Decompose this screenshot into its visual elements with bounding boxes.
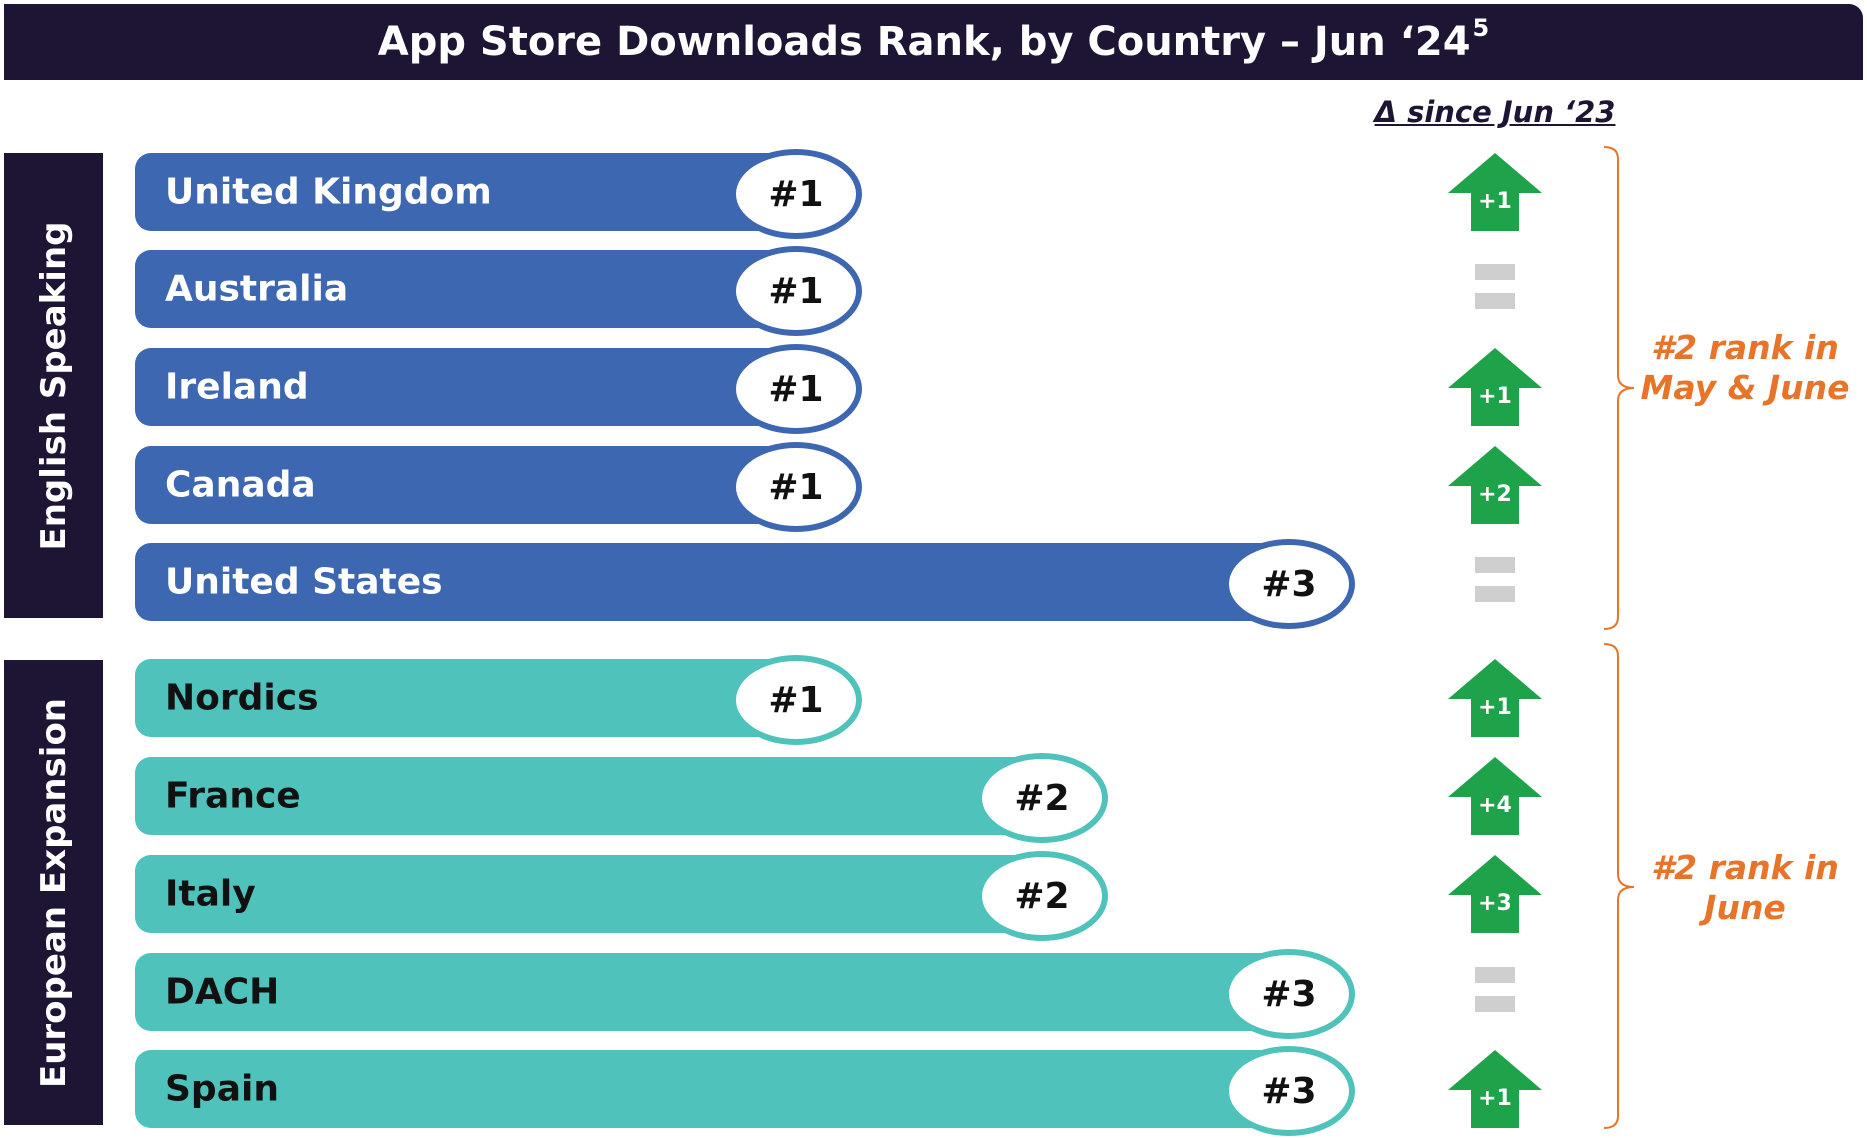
rank-change-label: +1 [1478, 384, 1512, 409]
rank-change-up: +2 [1445, 446, 1545, 526]
annotation-english-speaking: #2 rank in May & June [1640, 328, 1850, 407]
bar-united-kingdom: United Kingdom #1 [135, 149, 862, 239]
brace-european-expansion [1603, 643, 1635, 1129]
rank-change-up: +1 [1445, 153, 1545, 233]
rank-badge: #1 [730, 655, 862, 745]
rank-badge: #3 [1223, 1046, 1355, 1136]
rank-badge: #1 [730, 344, 862, 434]
country-label: Canada [165, 464, 316, 506]
country-label: DACH [165, 971, 280, 1013]
arrow-up-icon [1448, 1050, 1542, 1128]
rank-change-label: +4 [1478, 793, 1512, 818]
country-label: Spain [165, 1068, 279, 1110]
rank-badge: #3 [1223, 949, 1355, 1039]
bar-dach: DACH #3 [135, 949, 1355, 1039]
equals-icon [1475, 586, 1515, 602]
title-footnote-marker: 5 [1472, 14, 1490, 42]
bar-france: France #2 [135, 753, 1108, 843]
country-label: Australia [165, 268, 349, 310]
bar-united-states: United States #3 [135, 539, 1355, 629]
country-label: Italy [165, 873, 256, 915]
country-label: Ireland [165, 366, 309, 408]
rank-change-up: +1 [1445, 659, 1545, 739]
rank-change-none [1445, 250, 1545, 330]
equals-icon [1475, 996, 1515, 1012]
group-label-text: English Speaking [33, 221, 74, 550]
rank-badge: #2 [976, 753, 1108, 843]
country-label: United Kingdom [165, 171, 492, 213]
rank-change-label: +1 [1478, 695, 1512, 720]
country-label: France [165, 775, 301, 817]
bar-canada: Canada #1 [135, 442, 862, 532]
arrow-up-icon [1448, 153, 1542, 231]
delta-column-header: Δ since Jun ‘23 [1374, 95, 1616, 129]
rank-change-up: +1 [1445, 348, 1545, 428]
equals-icon [1475, 293, 1515, 309]
bar-nordics: Nordics #1 [135, 655, 862, 745]
rank-badge: #3 [1223, 539, 1355, 629]
rank-change-none [1445, 543, 1545, 623]
group-label-english-speaking: English Speaking [4, 153, 103, 618]
bar-ireland: Ireland #1 [135, 344, 862, 434]
arrow-up-icon [1448, 659, 1542, 737]
rank-change-label: +2 [1478, 482, 1512, 507]
rank-change-label: +1 [1478, 189, 1512, 214]
rank-change-up: +4 [1445, 757, 1545, 837]
bar-spain: Spain #3 [135, 1046, 1355, 1136]
group-label-text: European Expansion [33, 697, 74, 1088]
rank-badge: #1 [730, 149, 862, 239]
bar-italy: Italy #2 [135, 851, 1108, 941]
country-label: United States [165, 561, 443, 603]
group-label-european-expansion: European Expansion [4, 660, 103, 1125]
rank-badge: #2 [976, 851, 1108, 941]
brace-english-speaking [1603, 146, 1635, 630]
bar-australia: Australia #1 [135, 246, 862, 336]
rank-change-none [1445, 953, 1545, 1033]
equals-icon [1475, 557, 1515, 573]
annotation-european-expansion: #2 rank in June [1651, 848, 1839, 927]
rank-badge: #1 [730, 246, 862, 336]
chart-title: App Store Downloads Rank, by Country – J… [377, 19, 1471, 65]
rank-change-label: +3 [1478, 891, 1512, 916]
arrow-up-icon [1448, 757, 1542, 835]
chart-title-bar: App Store Downloads Rank, by Country – J… [4, 4, 1863, 80]
equals-icon [1475, 967, 1515, 983]
rank-change-up: +1 [1445, 1050, 1545, 1130]
arrow-up-icon [1448, 348, 1542, 426]
rank-change-up: +3 [1445, 855, 1545, 935]
country-label: Nordics [165, 677, 319, 719]
arrow-up-icon [1448, 446, 1542, 524]
arrow-up-icon [1448, 855, 1542, 933]
rank-badge: #1 [730, 442, 862, 532]
equals-icon [1475, 264, 1515, 280]
rank-change-label: +1 [1478, 1086, 1512, 1111]
